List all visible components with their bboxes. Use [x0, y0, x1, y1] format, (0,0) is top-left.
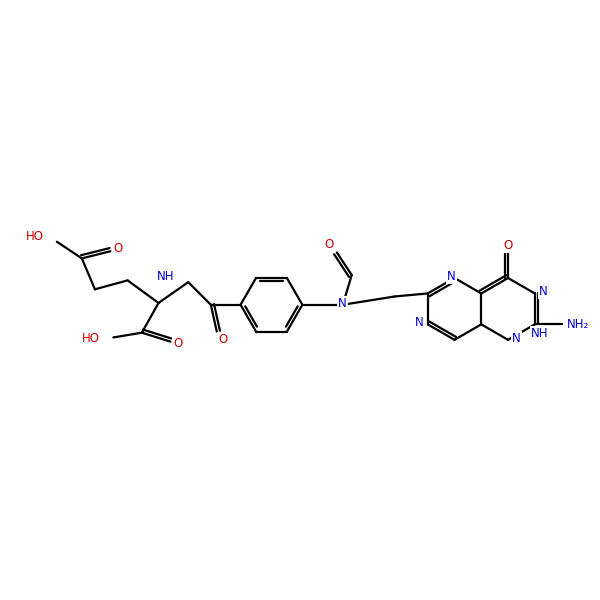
Text: O: O	[325, 238, 334, 251]
Text: HO: HO	[82, 332, 100, 345]
Text: N: N	[447, 270, 456, 283]
Text: O: O	[503, 239, 512, 252]
Text: N: N	[415, 316, 424, 329]
Text: N: N	[338, 297, 347, 310]
Text: HO: HO	[26, 230, 44, 244]
Text: N: N	[539, 285, 548, 298]
Text: O: O	[218, 333, 227, 346]
Text: NH: NH	[530, 328, 548, 340]
Text: NH: NH	[157, 270, 174, 283]
Text: O: O	[173, 337, 182, 350]
Text: O: O	[113, 242, 122, 255]
Text: NH₂: NH₂	[567, 318, 589, 331]
Text: N: N	[512, 332, 521, 344]
